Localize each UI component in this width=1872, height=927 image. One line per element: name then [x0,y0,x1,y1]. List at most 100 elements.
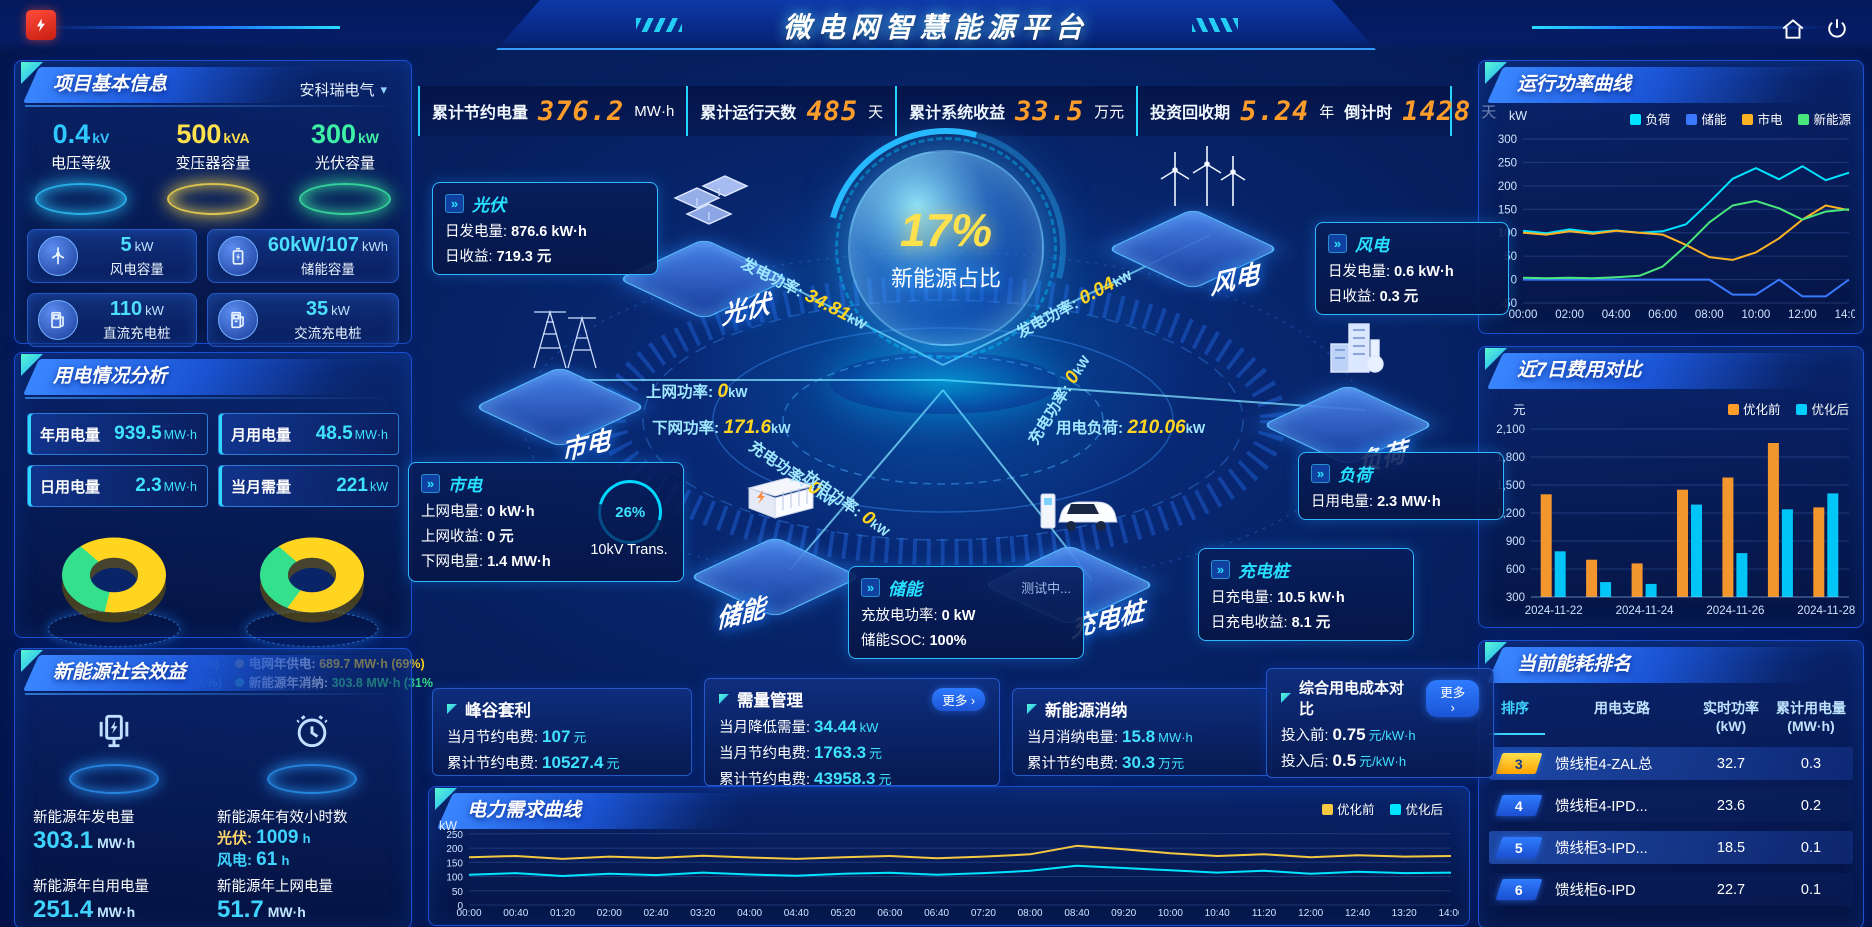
legend-item: 新能源 [1798,109,1851,128]
panel-project-info: 项目基本信息 安科瑞电气 ▾ 0.4 kV 电压等级 500 kVA 变压器容量 3… [14,60,412,347]
renewable-share-label: 新能源占比 [890,266,1001,291]
pedestal-label: 光伏容量 [314,155,375,172]
demand-chart: 0 50 100 150 200 250 00:00 00:40 01:20 02:00 02:40… [446,830,1459,919]
pedestal-glow-disc [298,183,391,215]
svg-text:300: 300 [1498,134,1517,146]
grid-info-card: » 市电 上网电量: 0 kW·h 上网收益: 0 元 下网电量: 1.4 MW·… [408,462,684,582]
svg-text:13:20: 13:20 [1392,908,1417,919]
rank-badge: 5 [1495,837,1543,858]
card-label: 交流充电桩 [294,326,362,341]
legend-swatch [1390,804,1402,815]
panel-energy-ranking: 当前能耗排名 排序 用电支路 实时功率 (kW) 累计用电量 (MW·h) 3 馈线… [1478,640,1864,927]
table-row[interactable]: 3 馈线柜4-ZAL总 32.7 0.3 [1489,747,1853,780]
stat-label: 累计运行天数 [700,105,797,122]
table-row[interactable]: 5 馈线柜3-IPD... 18.5 0.1 [1489,831,1853,864]
logo-icon [26,10,56,40]
svg-text:02:00: 02:00 [1555,309,1584,321]
svg-text:07:20: 07:20 [971,908,996,919]
svg-text:2024-11-26: 2024-11-26 [1706,605,1764,617]
svg-text:300: 300 [1506,592,1525,604]
stat-value: 5.24 [1240,95,1310,127]
charger-info-card: » 充电桩 日充电量: 10.5 kW·h 日充电收益: 8.1 元 [1198,548,1414,641]
stat-label: 投资回收期 [1150,105,1231,122]
panel-cost-compare: 近7日费用对比 元 优化前 优化后 300 600 900 1,200 1,500 1,8… [1478,346,1864,628]
benefit-stats: 新能源年发电量 303.1 MW·h 新能源年有效小时数 光伏: 1009 h 风… [33,806,393,927]
stat-unit: MW·h [163,480,197,494]
node-grid: 市电 [473,300,647,500]
table-row[interactable]: 6 馈线柜6-IPD 22.7 0.1 [1489,873,1853,906]
panel-title: 新能源社会效益 [53,662,187,683]
donut-glow-ring [246,611,378,647]
panel-demand-curve: 电力需求曲线 优化前 优化后 kW 0 50 100 150 200 250 00:00 00… [428,786,1470,926]
transformer-label: 10kV Trans. [590,542,668,558]
legend-swatch [1796,404,1808,415]
card-storage-capacity: 60kW/107 kWh 储能容量 [206,229,399,283]
power-button[interactable] [1820,12,1854,46]
realtime-power: 32.7 [1716,755,1746,772]
stat-label: 累计节约电量 [432,105,529,122]
home-button[interactable] [1776,12,1810,46]
ac-charger-icon [217,300,258,340]
stat-value: 48.5 [315,423,353,444]
branch-name: 馈线柜4-ZAL总 [1555,757,1653,773]
company-selector[interactable]: 安科瑞电气 ▾ [299,79,387,100]
usage-stats: 年用电量 939.5 MW·h 月用电量 48.5 MW·h 日用电量 2.3 MW·h 当… [27,413,399,507]
card-title: 充电桩 [1238,562,1289,581]
stat-system-revenue: 累计系统收益 33.5 万元 [895,86,1136,136]
self-consumption: 新能源年自用电量 251.4MW·h 减少二氧化碳排放176.1t 节约标准煤9… [33,875,209,927]
panel-title: 当前能耗排名 [1517,654,1632,675]
realtime-power: 22.7 [1716,881,1746,898]
node-pv: 光伏 [617,172,791,372]
card-arrow-icon: » [445,194,464,213]
demand-legend: 优化前 优化后 [1321,799,1443,818]
yearly-supply-donut [260,537,364,613]
rank-badge: 6 [1495,879,1543,900]
stat-unit: 天 [868,103,884,121]
card-arrow-icon: » [421,474,440,493]
svg-text:02:00: 02:00 [597,908,622,919]
card-title: 市电 [448,476,482,495]
panel-social-benefit: 新能源社会效益 新能源年发电量 303.1 MW·h 新能源年有效小时数 光伏: … [14,648,412,927]
card-arrow-icon: » [1311,464,1330,483]
stat-value: 376.2 [538,95,625,127]
app-header: 微电网智慧能源平台 [0,0,1872,54]
total-energy: 0.2 [1800,797,1822,814]
svg-text:900: 900 [1506,536,1525,548]
legend-swatch [1321,804,1333,815]
svg-text:150: 150 [1498,204,1517,216]
svg-text:08:40: 08:40 [1064,908,1089,919]
card-peak-valley-arbitrage: 峰谷套利 当月节约电费: 107 元 累计节约电费: 10527.4 元 [432,688,692,776]
svg-text:2,100: 2,100 [1496,424,1525,436]
pedestal-unit: kW [358,130,380,146]
svg-text:14:00: 14:00 [1835,309,1855,321]
card-unit: kW [134,239,154,254]
annual-hours: 新能源年有效小时数 光伏: 1009 h 风电: 61 h [217,806,393,871]
stat-label: 当月需量 [231,478,292,496]
svg-text:04:00: 04:00 [1602,309,1631,321]
more-button[interactable]: 更多 › [1426,679,1479,717]
svg-text:0: 0 [1511,275,1517,287]
stat-value: 33.5 [1015,95,1085,127]
svg-text:10:00: 10:00 [1158,908,1183,919]
renewable-share-value: 17% [899,204,993,256]
flow-grid-export: 上网功率: 0kW [646,381,748,402]
clock-icon [296,715,328,748]
card-title: 储能 [888,580,922,599]
legend-item: 储能 [1686,109,1726,128]
svg-text:2024-11-24: 2024-11-24 [1616,605,1675,617]
storage-platform[interactable] [688,536,862,618]
more-button[interactable]: 更多 › [932,687,985,711]
card-ac-charger: 35 kW 交流充电桩 [206,293,399,347]
grid-platform[interactable] [473,366,647,448]
card-corner-icon [719,694,729,704]
svg-text:08:00: 08:00 [1018,908,1043,919]
card-unit: kWh [362,239,388,254]
svg-text:12:40: 12:40 [1345,908,1370,919]
card-title: 峰谷套利 [465,702,531,720]
total-energy: 0.1 [1800,881,1822,898]
panel-divider [25,105,401,107]
svg-text:100: 100 [446,873,463,884]
panel-title: 用电情况分析 [53,366,168,387]
table-row[interactable]: 4 馈线柜4-IPD... 23.6 0.2 [1489,789,1853,822]
card-unit: kW [331,303,350,318]
